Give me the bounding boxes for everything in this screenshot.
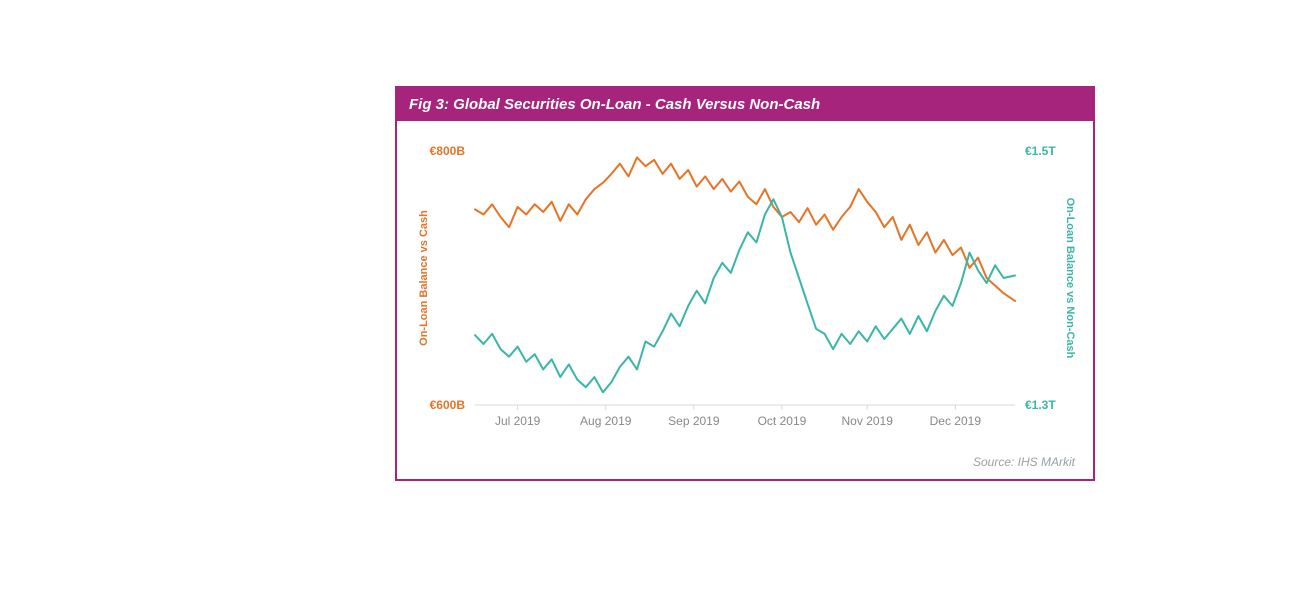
- chart-plot-area: Jul 2019 Aug 2019 Sep 2019 Oct 2019 Nov 2019…: [397, 121, 1093, 451]
- svg-text:Dec 2019: Dec 2019: [930, 414, 982, 428]
- svg-text:Aug 2019: Aug 2019: [580, 414, 632, 428]
- svg-text:On-Loan Balance vs Cash: On-Loan Balance vs Cash: [418, 210, 430, 346]
- svg-text:Jul 2019: Jul 2019: [495, 414, 541, 428]
- svg-text:€1.5T: €1.5T: [1025, 144, 1056, 158]
- svg-text:On-Loan Balance vs Non-Cash: On-Loan Balance vs Non-Cash: [1064, 198, 1076, 359]
- svg-text:Oct 2019: Oct 2019: [758, 414, 807, 428]
- svg-text:€600B: €600B: [430, 398, 466, 412]
- svg-text:€1.3T: €1.3T: [1025, 398, 1056, 412]
- svg-text:Sep 2019: Sep 2019: [668, 414, 720, 428]
- chart-svg: Jul 2019 Aug 2019 Sep 2019 Oct 2019 Nov 2019…: [397, 121, 1093, 451]
- chart-figure: Fig 3: Global Securities On-Loan - Cash …: [395, 86, 1095, 481]
- chart-title: Fig 3: Global Securities On-Loan - Cash …: [397, 88, 1093, 121]
- svg-text:€800B: €800B: [430, 144, 466, 158]
- svg-text:Nov 2019: Nov 2019: [842, 414, 894, 428]
- chart-source: Source: IHS MArkit: [397, 451, 1093, 479]
